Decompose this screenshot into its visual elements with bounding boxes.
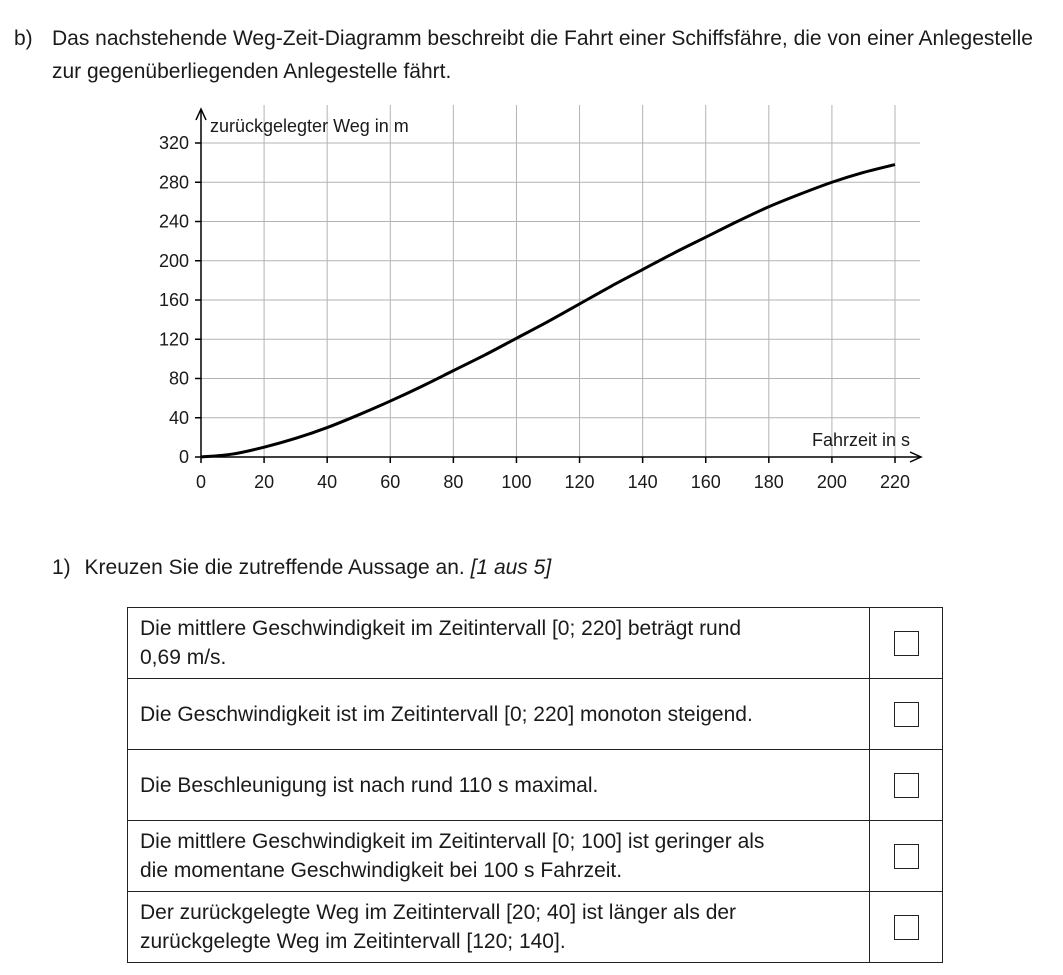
choice-statement: Die mittlere Geschwindigkeit im Zeitinte… [127, 607, 870, 679]
choice-table: Die mittlere Geschwindigkeit im Zeitinte… [127, 607, 943, 963]
choice-row: Der zurückgelegte Weg im Zeitintervall [… [127, 891, 943, 963]
y-axis-arrow [195, 107, 207, 121]
x-tick-label: 20 [254, 472, 274, 492]
y-tick-label: 40 [169, 408, 189, 428]
choice-row: Die mittlere Geschwindigkeit im Zeitinte… [127, 607, 943, 679]
subtask-label: b) [14, 27, 33, 50]
x-tick-label: 160 [691, 472, 721, 492]
answer-checkbox[interactable] [893, 844, 919, 870]
answer-checkbox[interactable] [893, 915, 919, 941]
choice-row: Die Beschleunigung ist nach rund 110 s m… [127, 749, 943, 821]
task-1: 1) Kreuzen Sie die zutreffende Aussage a… [52, 553, 551, 583]
choice-statement: Die mittlere Geschwindigkeit im Zeitinte… [127, 820, 870, 892]
x-tick-label: 140 [628, 472, 658, 492]
choice-statement-line1: Die mittlere Geschwindigkeit im Zeitinte… [140, 830, 765, 853]
choice-statement-line2: die momentane Geschwindigkeit bei 100 s … [140, 859, 623, 882]
x-tick-label: 0 [196, 472, 206, 492]
choice-checkbox-cell [869, 820, 943, 892]
y-axis-label: zurückgelegter Weg in m [210, 116, 409, 136]
choice-checkbox-cell [869, 749, 943, 821]
x-tick-label: 60 [380, 472, 400, 492]
choice-statement-line1: Die mittlere Geschwindigkeit im Zeitinte… [140, 617, 742, 640]
chart-ticks: 0 40 80 120 160 200 240 280 320 0 20 40 60 80 100 120 14… [159, 133, 910, 492]
task-hint: [1 aus 5] [470, 556, 552, 579]
y-tick-label: 320 [159, 133, 189, 153]
choice-statement: Der zurückgelegte Weg im Zeitintervall [… [127, 891, 870, 963]
x-axis-label: Fahrzeit in s [812, 430, 910, 450]
y-tick-label: 200 [159, 251, 189, 271]
task-number: 1) [52, 556, 71, 579]
y-tick-label: 120 [159, 329, 189, 349]
x-tick-label: 40 [317, 472, 337, 492]
x-tick-label: 80 [443, 472, 463, 492]
choice-statement: Die Beschleunigung ist nach rund 110 s m… [127, 749, 870, 821]
choice-checkbox-cell [869, 678, 943, 750]
choice-statement-line1: Die Geschwindigkeit ist im Zeitintervall… [140, 702, 753, 726]
answer-checkbox[interactable] [893, 773, 919, 799]
x-tick-label: 180 [754, 472, 784, 492]
y-tick-label: 0 [179, 447, 189, 467]
task-prompt: Kreuzen Sie die zutreffende Aussage an. [84, 556, 465, 579]
choice-checkbox-cell [869, 607, 943, 679]
choice-row: Die mittlere Geschwindigkeit im Zeitinte… [127, 820, 943, 892]
y-tick-label: 240 [159, 212, 189, 232]
y-tick-label: 160 [159, 290, 189, 310]
y-tick-label: 280 [159, 172, 189, 192]
choice-statement-line2: 0,69 m/s. [140, 646, 227, 669]
choice-statement: Die Geschwindigkeit ist im Zeitintervall… [127, 678, 870, 750]
x-tick-label: 200 [817, 472, 847, 492]
choice-statement-line2: zurückgelegte Weg im Zeitintervall [120;… [140, 930, 566, 953]
distance-time-chart: 0 40 80 120 160 200 240 280 320 0 20 40 60 80 100 120 14… [159, 105, 923, 492]
choice-statement-line1: Der zurückgelegte Weg im Zeitintervall [… [140, 901, 737, 924]
intro-text: Das nachstehende Weg-Zeit-Diagramm besch… [52, 27, 1033, 83]
choice-row: Die Geschwindigkeit ist im Zeitintervall… [127, 678, 943, 750]
intro-paragraph: b) Das nachstehende Weg-Zeit-Diagramm be… [14, 22, 1044, 88]
x-tick-label: 220 [880, 472, 910, 492]
choice-checkbox-cell [869, 891, 943, 963]
y-tick-label: 80 [169, 369, 189, 389]
x-tick-label: 120 [565, 472, 595, 492]
choice-statement-line1: Die Beschleunigung ist nach rund 110 s m… [140, 773, 599, 797]
answer-checkbox[interactable] [893, 702, 919, 728]
answer-checkbox[interactable] [893, 631, 919, 657]
chart-axes [195, 107, 923, 463]
x-axis-arrow [909, 451, 923, 463]
x-tick-label: 100 [501, 472, 531, 492]
distance-curve [200, 163, 896, 459]
chart-grid [201, 105, 920, 457]
